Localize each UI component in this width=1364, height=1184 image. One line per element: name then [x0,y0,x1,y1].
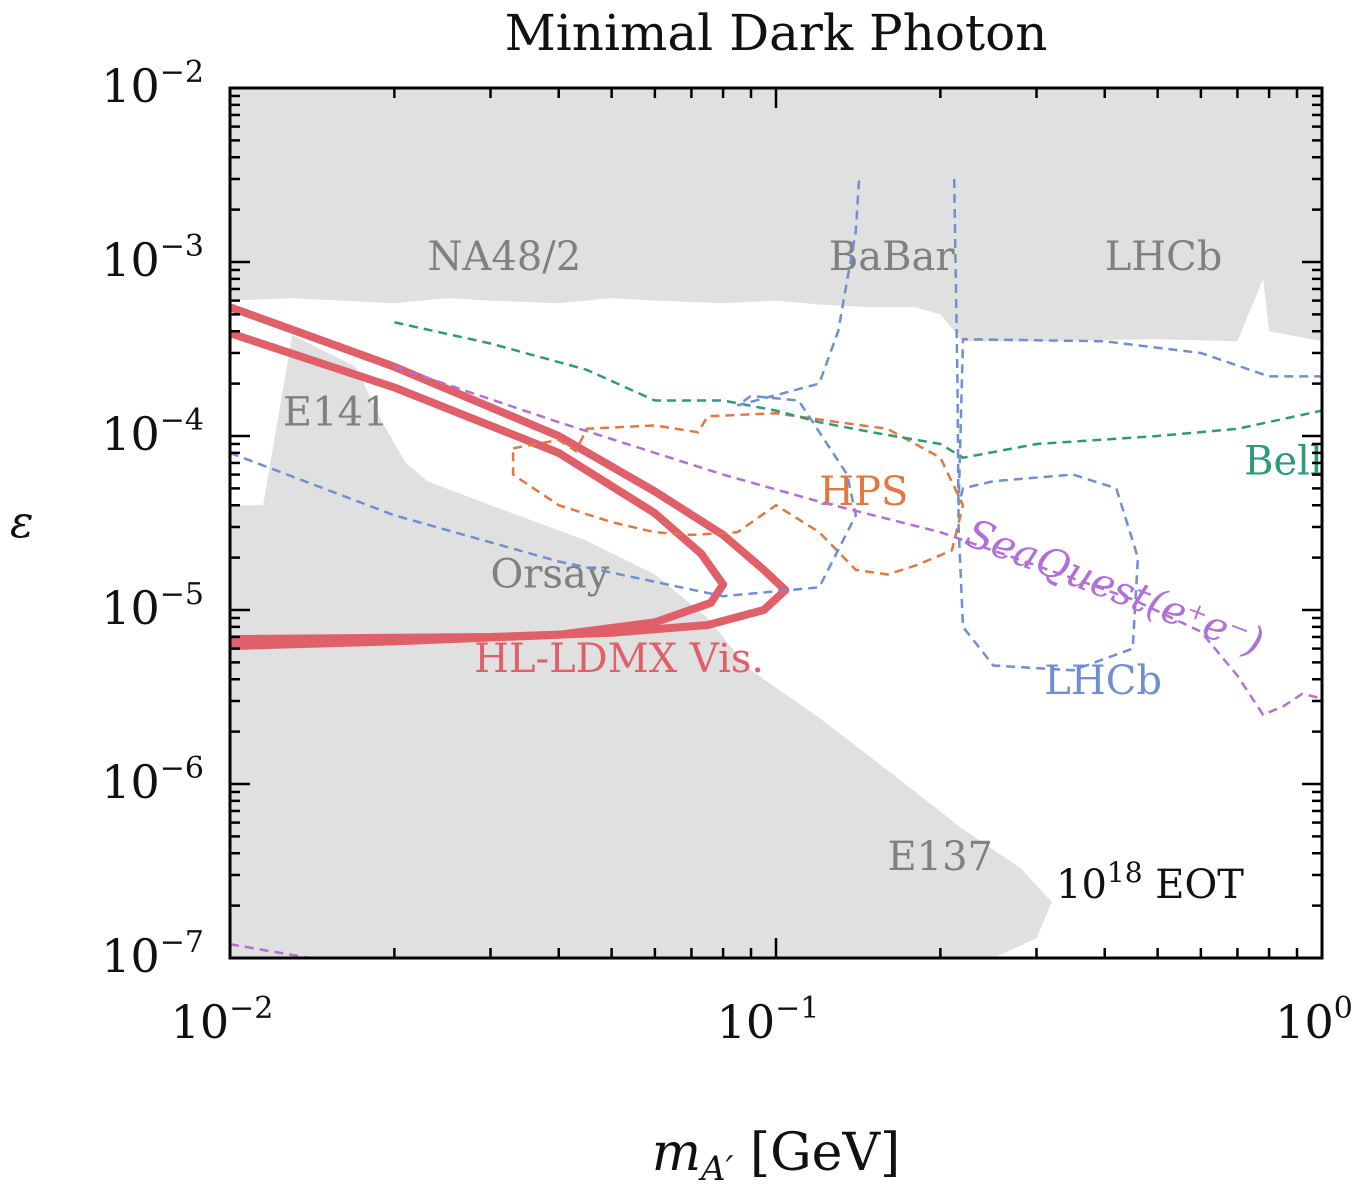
label-seaquest: SeaQuest(e⁺e⁻) [959,510,1269,666]
x-tick-label: 10−2 [171,991,274,1049]
axis-tick-labels: 10−2 10−1 100 10−2 10−3 10−4 10−5 10−6 10−7 [101,55,1353,1049]
label-lhcb: LHCb [1044,658,1162,704]
y-tick-label: 10−7 [101,925,204,983]
y-axis-label: ε [10,497,34,548]
y-tick-label: 10−2 [101,55,204,113]
exclusion-region-na48-2-babar-lhcb-upper [230,88,1322,342]
exclusion-region-e141-orsay-e137-lower [230,335,1052,958]
x-axis-label: mA′ [GeV] [652,1123,901,1184]
label-belle-ii: Belle II [1244,439,1364,485]
curve-belle-ii [394,321,1322,460]
label-lhcb: LHCb [1105,234,1223,280]
y-tick-label: 10−6 [101,751,204,809]
label-hps: HPS [819,469,908,515]
chart-title: Minimal Dark Photon [505,4,1048,62]
curve-hl-ldmx-vis-inner [230,329,728,651]
curve-hps [511,412,965,576]
label-e141: E141 [283,389,389,435]
y-tick-label: 10−3 [101,229,204,287]
curve-lhcb-blue-dashed [952,178,1322,672]
x-tick-label: 100 [1275,991,1353,1049]
label-na48-2: NA48/2 [428,234,582,280]
axis-ticks [228,88,1322,960]
label-babar: BaBar [829,234,955,280]
curve-seaquest-e-e [394,365,1322,717]
x-tick-label: 10−1 [717,991,820,1049]
y-tick-label: 10−5 [101,577,204,635]
label-hl-ldmx-vis: HL-LDMX Vis. [474,636,764,682]
label-e137: E137 [887,834,993,880]
curve-seaquest-low-tail [230,942,311,958]
y-tick-label: 10−4 [101,403,204,461]
eot-label: 1018 EOT [1056,856,1244,908]
